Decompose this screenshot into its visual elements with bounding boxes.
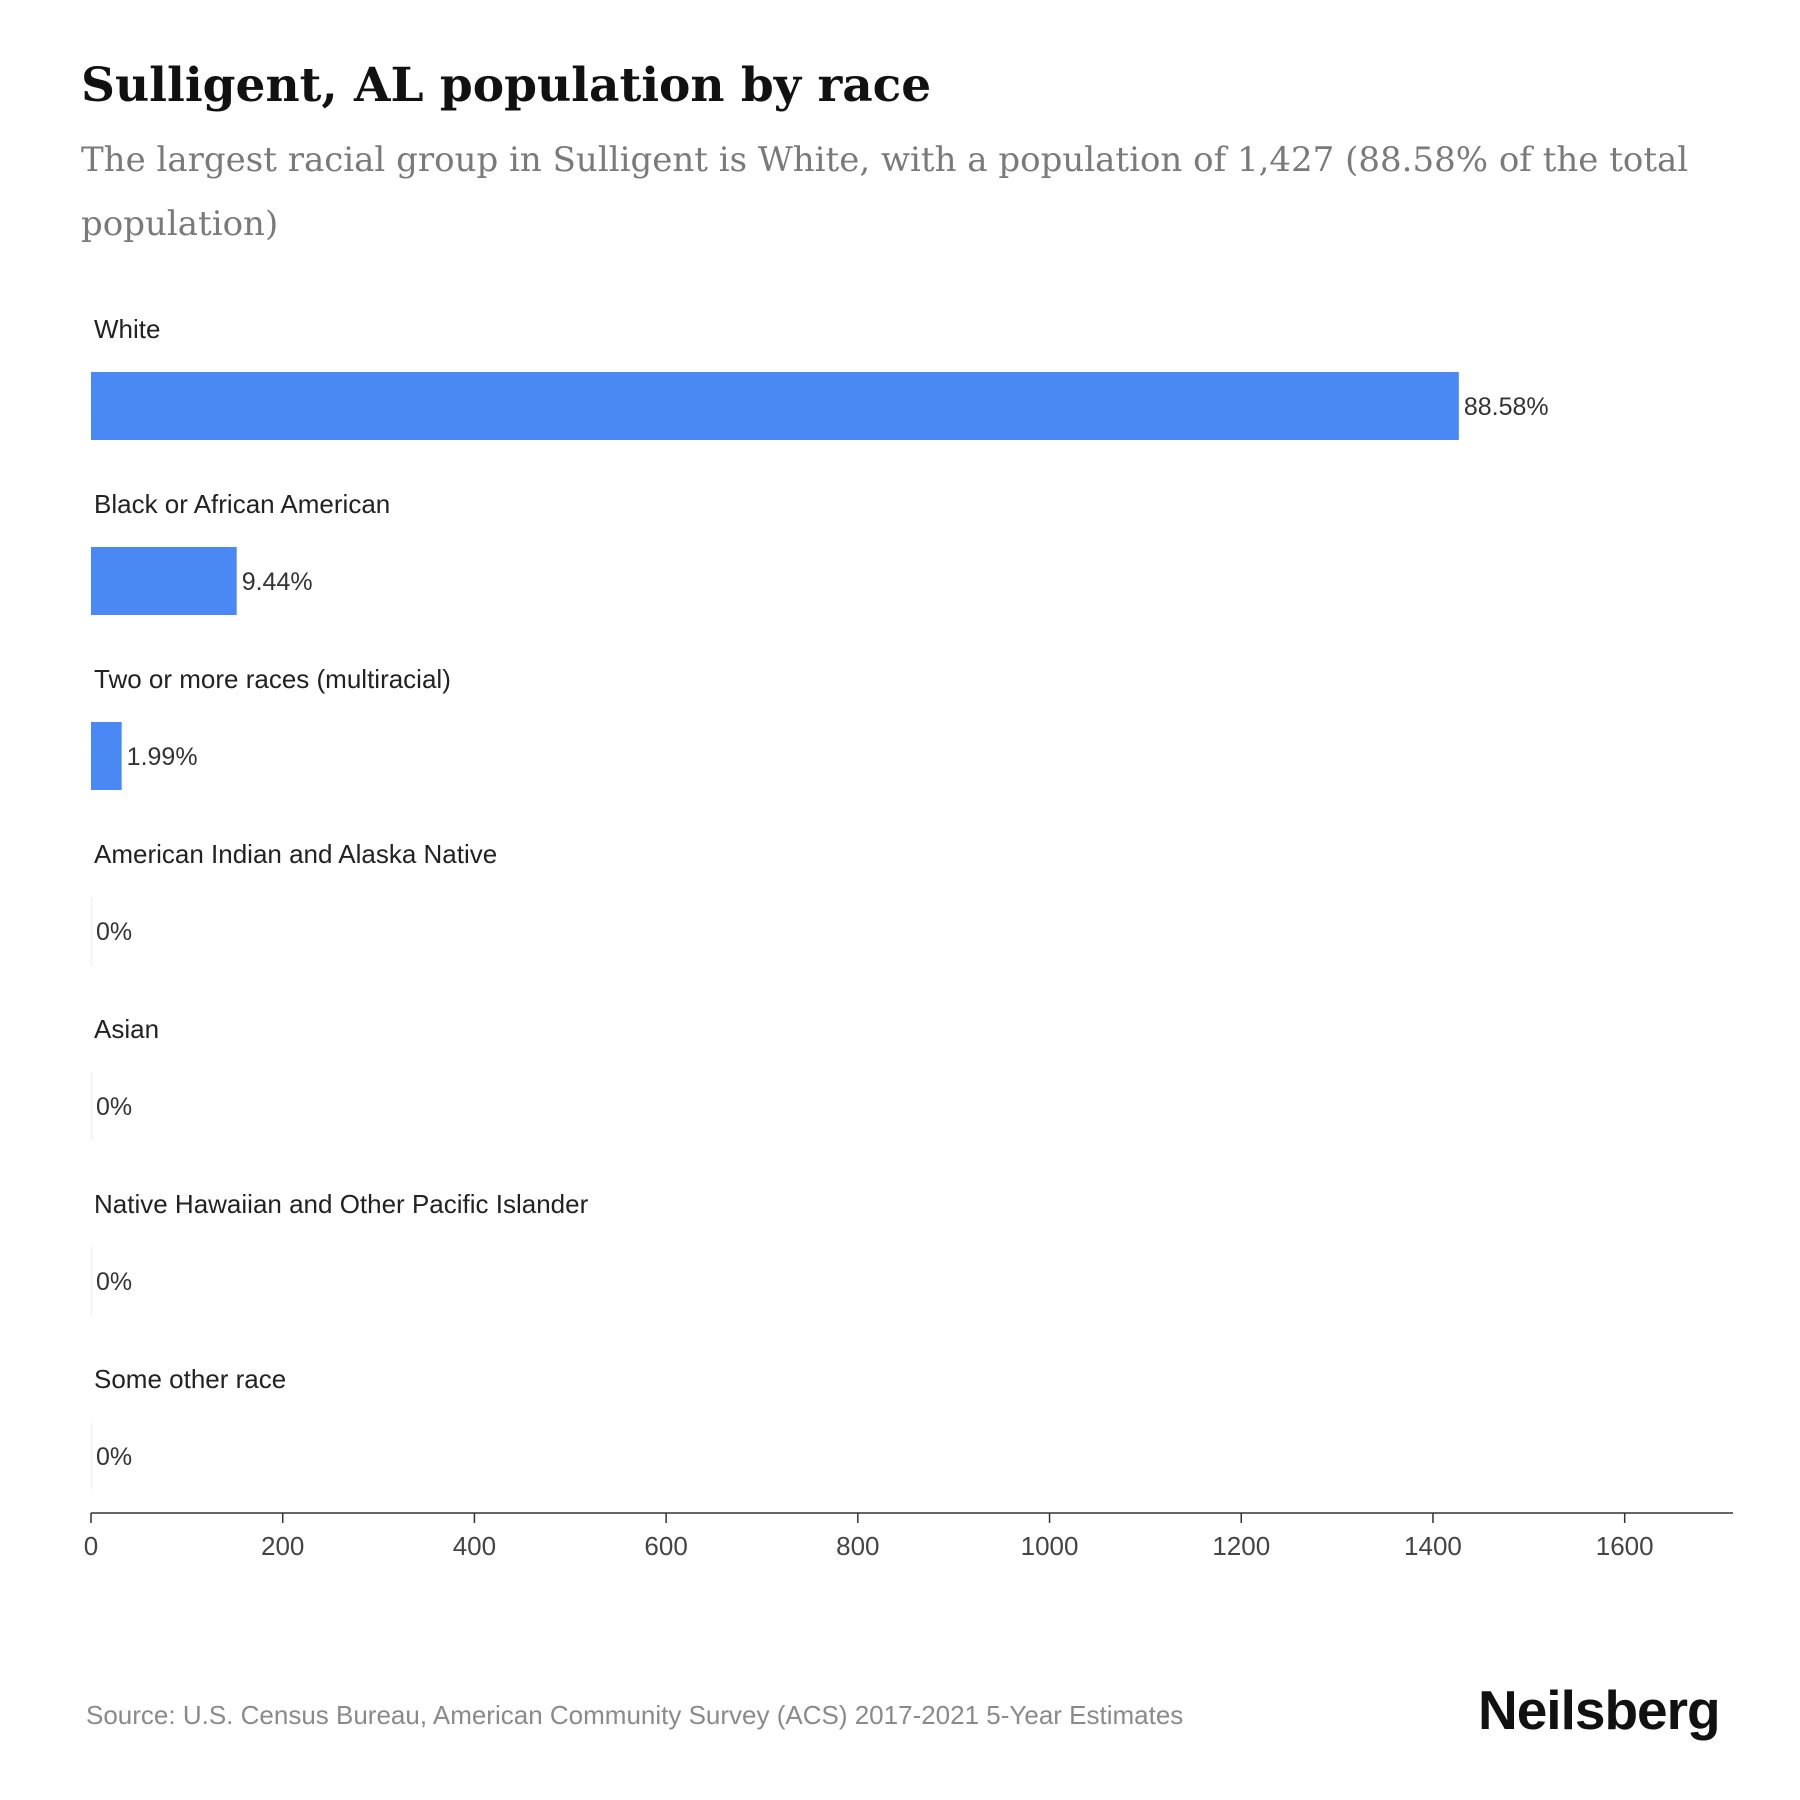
value-label: 88.58% [1464,393,1549,421]
x-tick-label: 1400 [1404,1531,1462,1561]
chart-subtitle: The largest racial group in Sulligent is… [81,140,1689,244]
x-tick-label: 0 [84,1531,98,1561]
neilsberg-logo: Neilsberg [1478,1679,1721,1741]
x-tick-label: 1200 [1212,1531,1270,1561]
bar [91,1422,92,1490]
category-label: Some other race [94,1364,286,1394]
bar [91,1072,92,1140]
category-label: Native Hawaiian and Other Pacific Island… [94,1189,589,1219]
category-label: Two or more races (multiracial) [94,664,451,694]
x-tick-label: 200 [261,1531,304,1561]
bar [91,372,1459,440]
value-label: 9.44% [242,568,313,596]
value-label: 0% [96,1268,132,1296]
x-tick-label: 1000 [1021,1531,1079,1561]
x-tick-label: 800 [836,1531,879,1561]
bar [91,1247,92,1315]
x-tick-label: 600 [644,1531,687,1561]
x-tick-label: 400 [453,1531,496,1561]
value-label: 0% [96,1093,132,1121]
value-label: 0% [96,1443,132,1471]
category-label: Asian [94,1014,159,1044]
x-tick-label: 1600 [1596,1531,1654,1561]
bar [91,897,92,965]
value-label: 1.99% [127,743,198,771]
value-label: 0% [96,918,132,946]
source-note: Source: U.S. Census Bureau, American Com… [86,1700,1184,1730]
category-label: White [94,314,160,344]
chart-title: Sulligent, AL population by race [81,58,932,113]
category-label: American Indian and Alaska Native [94,839,497,869]
bar [91,722,122,790]
bar [91,547,237,615]
category-label: Black or African American [94,489,390,519]
